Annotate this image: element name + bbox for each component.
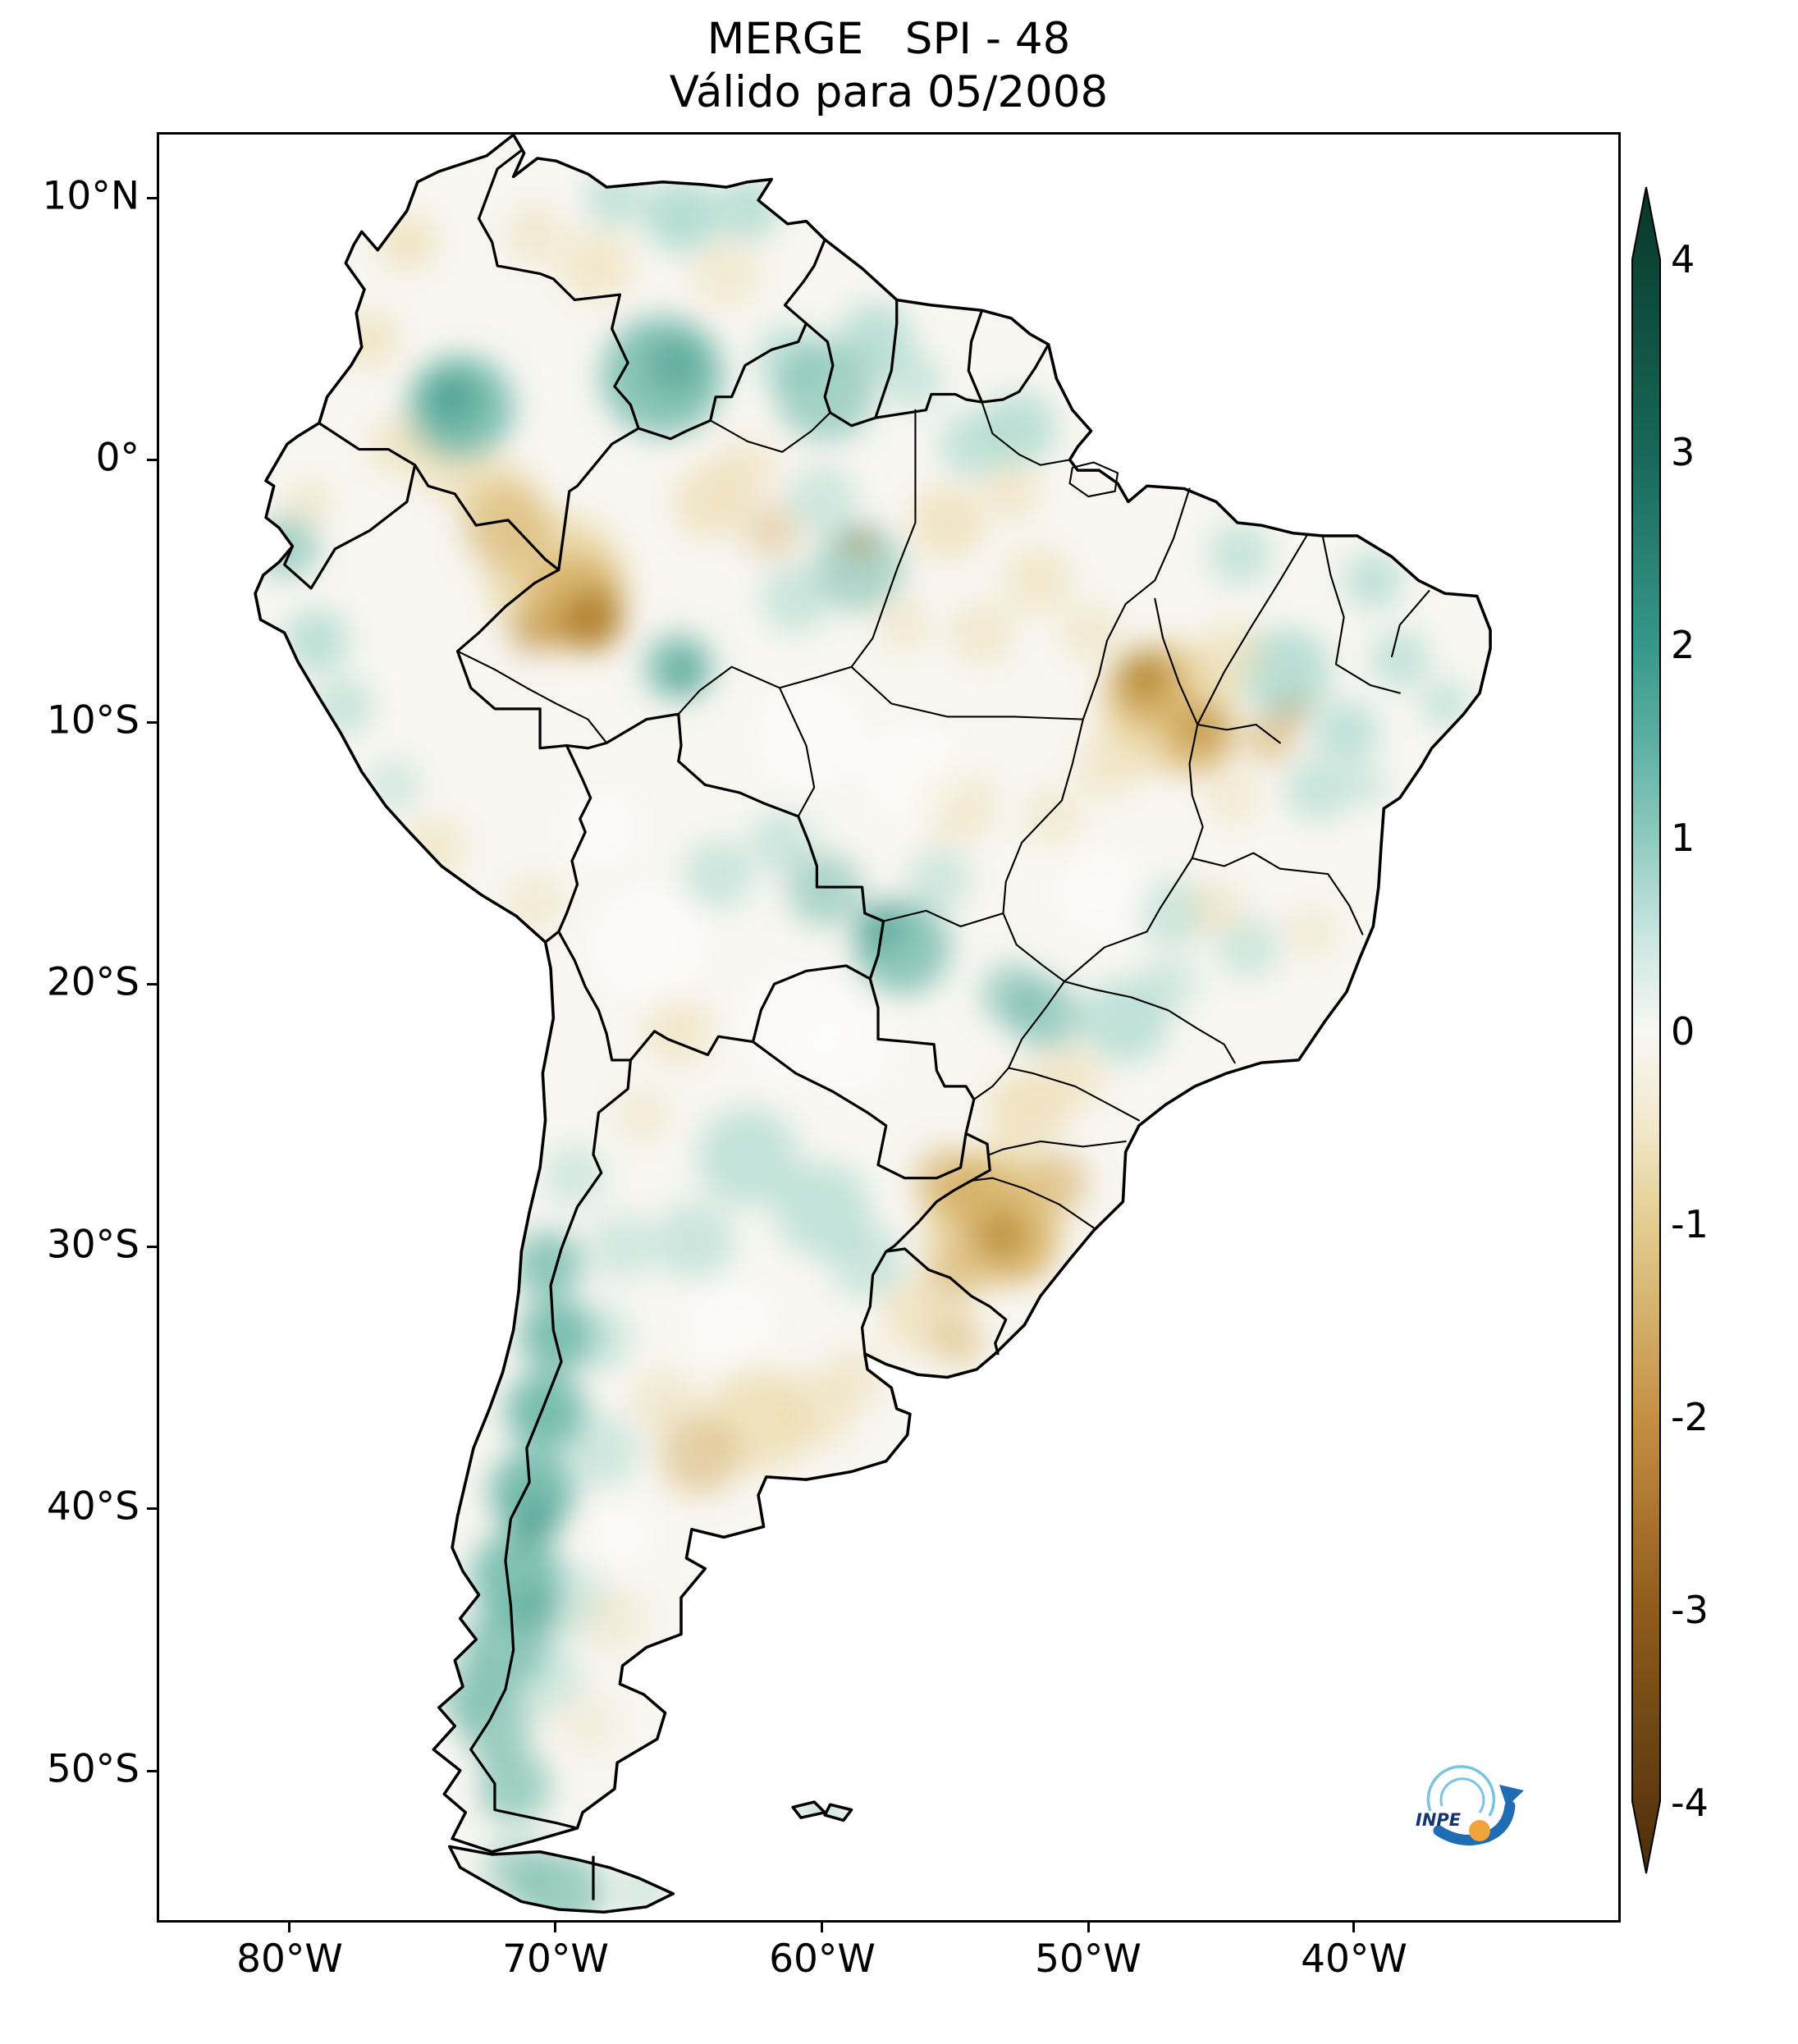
x-tick-mark — [821, 1923, 823, 1932]
country-borders — [283, 149, 1050, 1900]
inpe-logo-icon: INPE — [1416, 1765, 1524, 1846]
inpe-orange-dot-icon — [1469, 1820, 1490, 1841]
inpe-logo-text: INPE — [1416, 1810, 1462, 1830]
inpe-logo: INPE — [1407, 1755, 1530, 1852]
colorbar-tick-label: 2 — [1671, 623, 1695, 667]
inpe-swirl-arc-inner-icon — [1439, 1777, 1485, 1813]
map-svg — [157, 132, 1621, 1923]
y-tick-mark — [147, 1246, 157, 1248]
y-tick-label: 20°S — [46, 959, 140, 1005]
y-tick-mark — [147, 1507, 157, 1510]
x-tick-label: 60°W — [769, 1937, 876, 1982]
x-tick-label: 70°W — [502, 1937, 609, 1982]
y-tick-label: 50°S — [46, 1746, 140, 1792]
colorbar-tick-label: -3 — [1671, 1588, 1709, 1632]
colorbar-tick-label: -4 — [1671, 1781, 1709, 1825]
inpe-swirl-arc-outer-icon — [1426, 1765, 1496, 1817]
x-tick-label: 40°W — [1301, 1937, 1407, 1982]
y-tick-mark — [147, 721, 157, 724]
colorbar-tick-label: -1 — [1671, 1202, 1709, 1246]
figure-subtitle: Válido para 05/2008 — [669, 66, 1109, 117]
colorbar-tick-label: 1 — [1671, 816, 1695, 860]
y-tick-label: 40°S — [46, 1484, 140, 1530]
title-block: MERGE SPI - 48 Válido para 05/2008 — [157, 13, 1621, 119]
figure-title: MERGE SPI - 48 — [707, 14, 1071, 64]
x-tick-mark — [288, 1923, 291, 1932]
y-tick-label: 10°N — [42, 173, 140, 219]
y-tick-label: 10°S — [46, 697, 140, 743]
x-tick-mark — [1352, 1923, 1355, 1932]
state-borders — [456, 401, 1430, 1229]
y-tick-mark — [147, 197, 157, 199]
y-tick-label: 0° — [95, 435, 140, 481]
inpe-arrowhead-icon — [1499, 1785, 1524, 1807]
y-tick-label: 30°S — [46, 1222, 140, 1268]
colorbar-tick-label: 0 — [1671, 1009, 1695, 1054]
y-tick-mark — [147, 459, 157, 461]
colorbar-tick-label: 4 — [1671, 237, 1695, 281]
map-frame: INPE — [157, 132, 1621, 1923]
colorbar — [1631, 186, 1662, 1874]
x-tick-label: 50°W — [1035, 1937, 1141, 1982]
y-tick-mark — [147, 983, 157, 985]
y-tick-mark — [147, 1770, 157, 1772]
colorbar-tick-label: -2 — [1671, 1395, 1709, 1439]
x-tick-mark — [554, 1923, 556, 1932]
x-tick-mark — [1087, 1923, 1090, 1932]
x-tick-label: 80°W — [236, 1937, 343, 1982]
colorbar-gradient-bar — [1631, 186, 1661, 1874]
colorbar-tick-label: 3 — [1671, 430, 1695, 474]
